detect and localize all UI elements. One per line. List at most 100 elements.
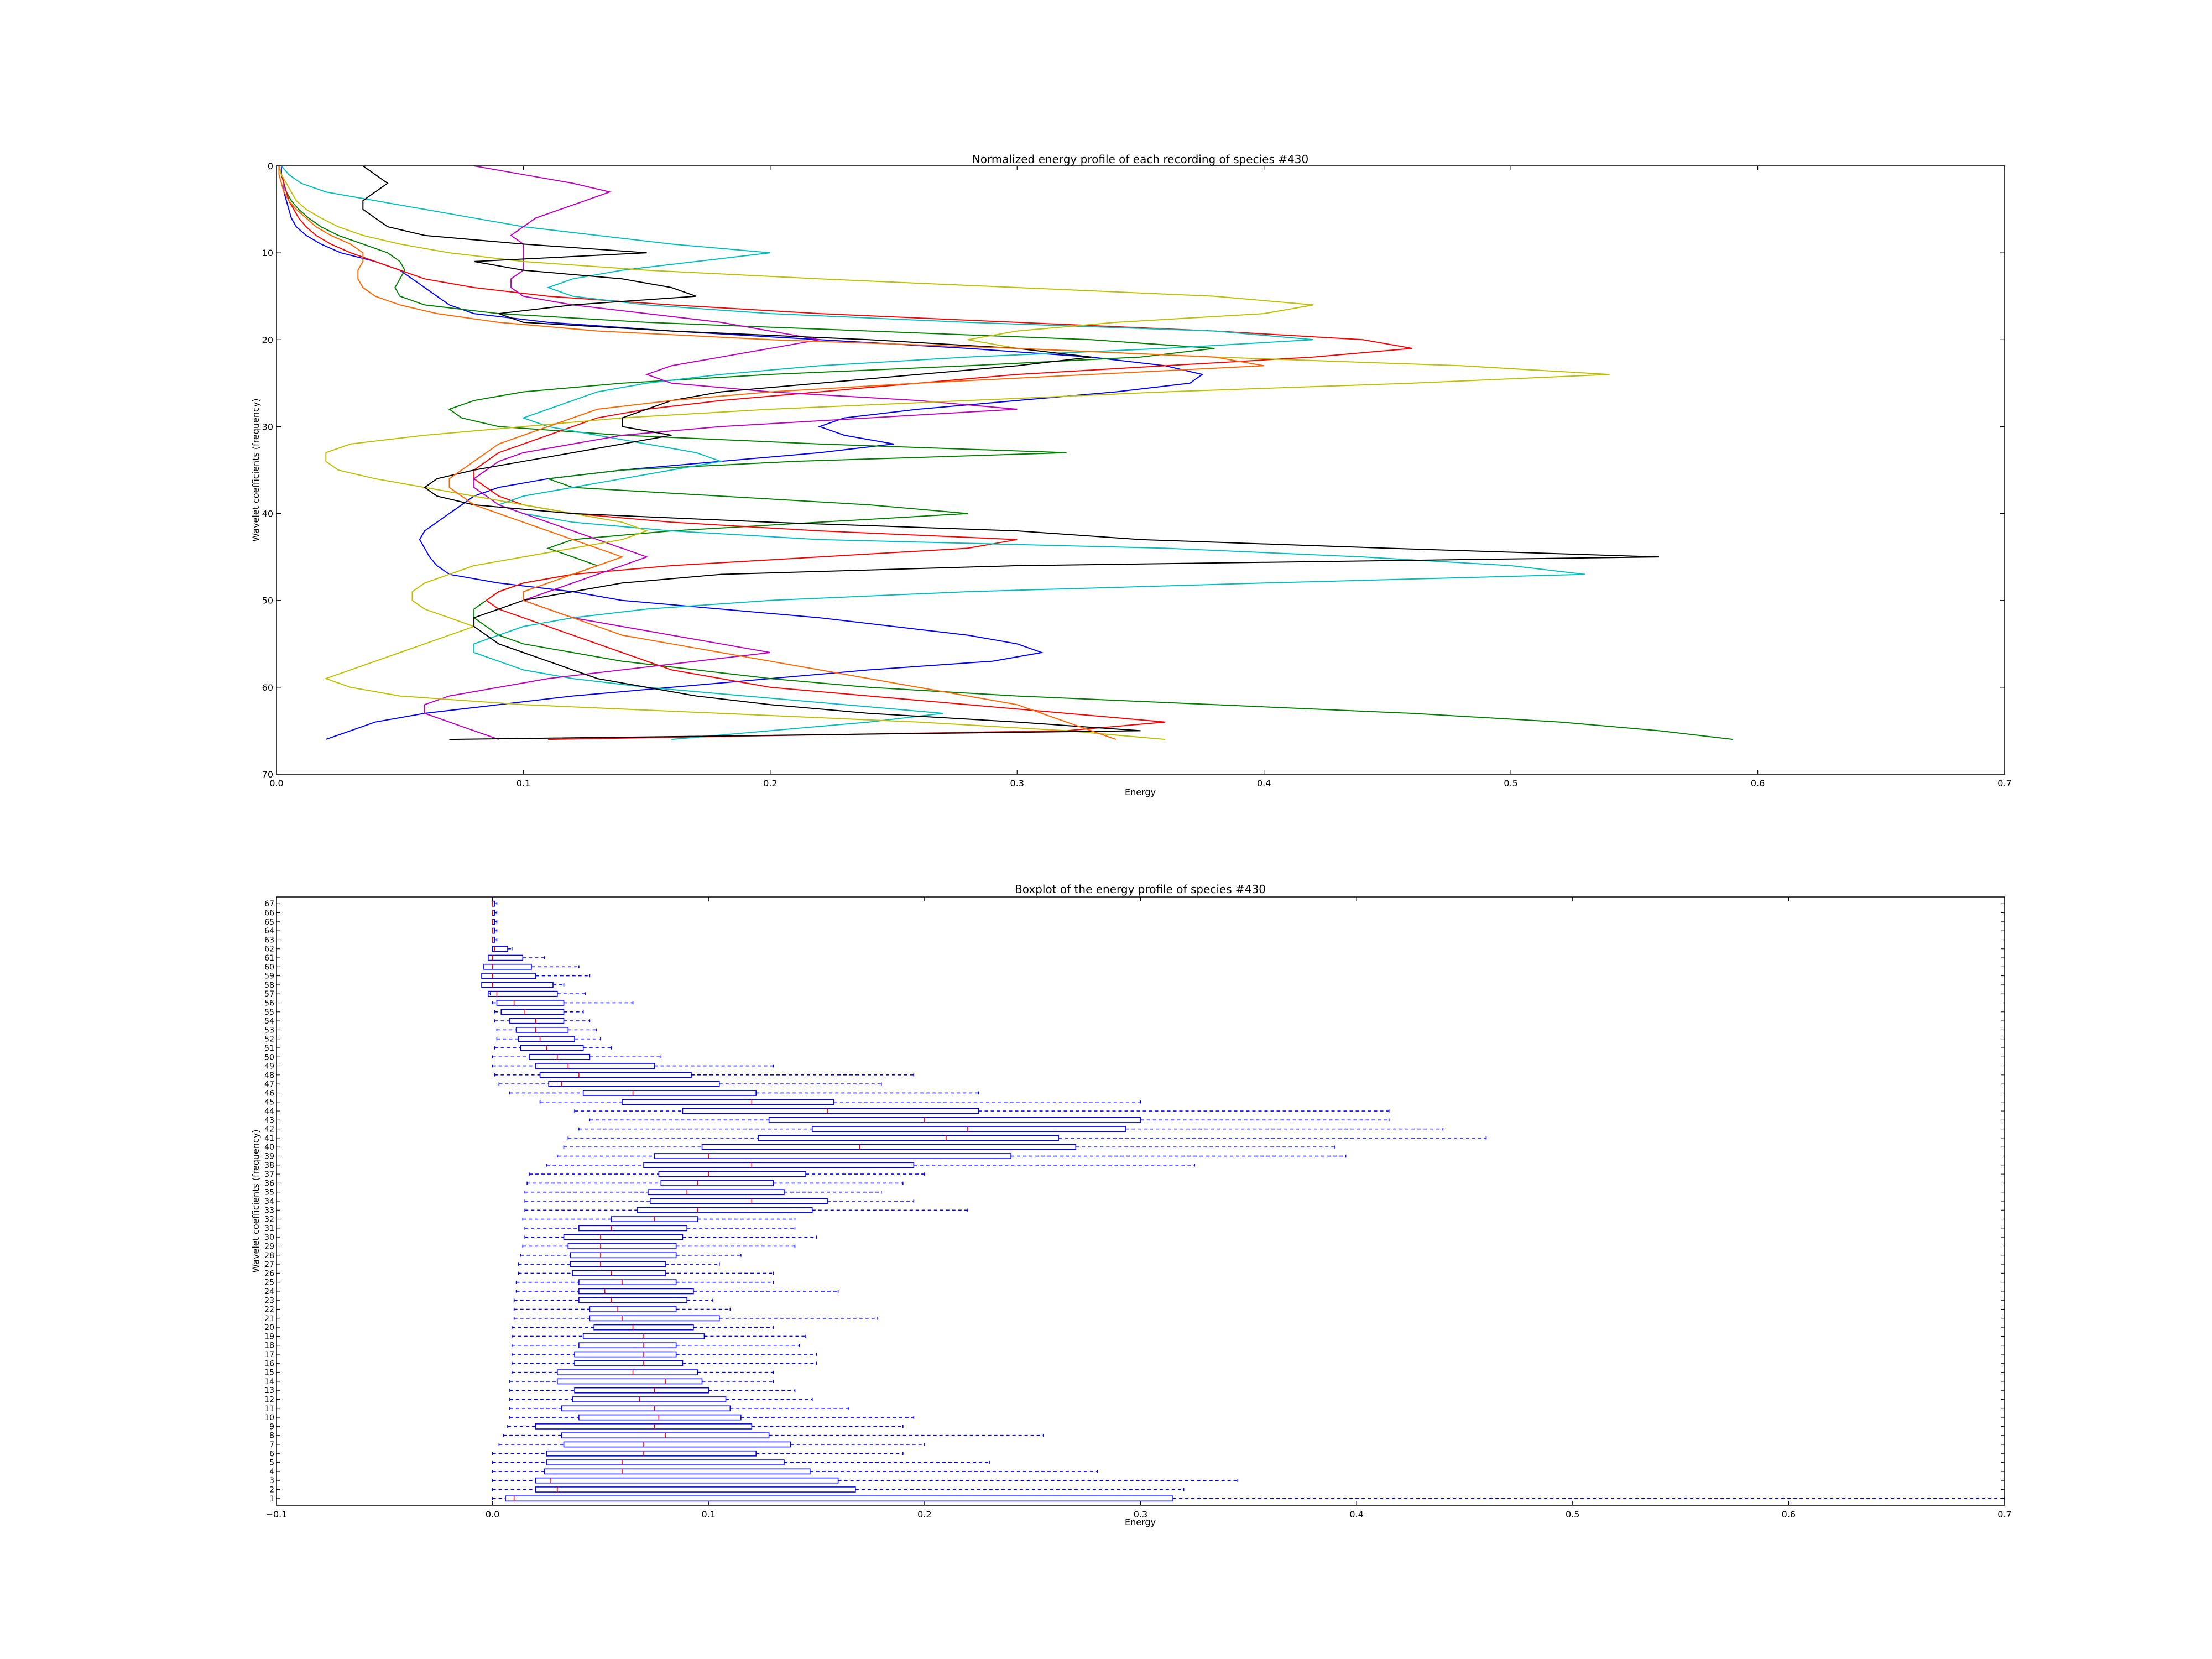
x-tick-label: 0.6: [1751, 778, 1765, 789]
y-tick-label: 30: [262, 421, 273, 432]
y-tick-label: 51: [264, 1044, 274, 1053]
box-60: [483, 963, 580, 970]
box-iqr: [578, 1288, 694, 1295]
x-tick-label: 0.2: [763, 778, 777, 789]
box-iqr: [557, 1369, 698, 1375]
box-64: [492, 927, 498, 934]
box-iqr: [572, 1270, 666, 1276]
y-tick-label: 46: [264, 1089, 274, 1098]
y-tick-label: 4: [269, 1468, 274, 1477]
box-55: [494, 1009, 584, 1015]
y-tick-label: 38: [264, 1161, 274, 1170]
box-iqr: [535, 1063, 655, 1069]
box-7: [498, 1441, 925, 1448]
y-tick-label: 28: [264, 1251, 274, 1260]
box-iqr: [515, 1027, 569, 1033]
chart-title: Normalized energy profile of each record…: [972, 153, 1308, 166]
y-tick-label: 8: [269, 1432, 274, 1441]
y-tick-label: 6: [269, 1449, 274, 1458]
box-iqr: [660, 1180, 774, 1186]
y-axis-label: Wavelet coefficients (frequency): [251, 398, 261, 541]
box-21: [513, 1315, 878, 1322]
box-iqr: [563, 1234, 684, 1240]
y-tick-label: 35: [264, 1188, 274, 1197]
plot-frame: [276, 896, 2005, 1506]
box-iqr: [563, 1441, 791, 1448]
box-iqr: [643, 1162, 915, 1168]
box-8: [503, 1432, 1044, 1439]
x-tick-label: 0.1: [702, 1509, 716, 1520]
y-tick-label: 41: [264, 1134, 274, 1143]
y-tick-label: 17: [264, 1350, 274, 1359]
y-tick-label: 33: [264, 1206, 274, 1215]
box-5: [492, 1459, 990, 1465]
x-tick-label: 0.3: [1134, 1509, 1147, 1520]
x-tick-label: 0.0: [486, 1509, 499, 1520]
y-tick-label: 36: [264, 1179, 274, 1188]
x-tick-label: 0.5: [1504, 778, 1517, 789]
y-tick-label: 24: [264, 1287, 274, 1296]
box-iqr: [529, 1053, 591, 1060]
box-51: [494, 1045, 612, 1051]
y-tick-label: 60: [264, 963, 274, 972]
x-tick-label: 0.4: [1349, 1509, 1363, 1520]
box-iqr: [658, 1171, 806, 1177]
series-lines: [278, 165, 1734, 740]
box-31: [524, 1225, 796, 1232]
y-tick-label: 44: [264, 1107, 274, 1116]
box-iqr: [574, 1360, 684, 1366]
y-tick-label: 42: [264, 1125, 274, 1134]
box-67: [492, 900, 498, 907]
series-line-6: [278, 165, 1610, 740]
y-tick-label: 3: [269, 1477, 274, 1485]
y-tick-label: 59: [264, 972, 274, 981]
box-12: [509, 1396, 813, 1402]
y-tick-label: 34: [264, 1197, 274, 1206]
energy-profile-chart: Normalized energy profile of each record…: [251, 153, 2012, 797]
y-tick-label: 57: [264, 990, 274, 999]
y-tick-label: 70: [262, 769, 273, 780]
box-61: [488, 954, 545, 961]
box-iqr: [535, 1423, 753, 1430]
y-tick-label: 56: [264, 999, 274, 1008]
box-iqr: [546, 1459, 785, 1465]
y-axis-label: Wavelet coefficients (frequency): [251, 1129, 261, 1272]
x-tick-label: 0.1: [517, 778, 530, 789]
series-line-2: [278, 165, 1734, 740]
box-iqr: [572, 1396, 727, 1402]
x-tick-label: 0.7: [1997, 778, 2011, 789]
series-line-7: [362, 165, 1660, 740]
y-tick-label: 65: [264, 918, 274, 927]
y-tick-label: 16: [264, 1359, 274, 1368]
box-iqr: [535, 1486, 856, 1493]
y-tick-label: 9: [269, 1422, 274, 1431]
box-iqr: [593, 1324, 694, 1331]
box-iqr: [483, 963, 532, 970]
energy-boxplot-chart: Boxplot of the energy profile of species…: [251, 883, 2012, 1527]
axis-ticks: 0.0 0.1 0.2 0.3 0.4 0.5 0.6 0.7 0 10 20 30 40 50 60 70: [262, 161, 2012, 789]
box-iqr: [544, 1468, 811, 1475]
y-tick-label: 50: [262, 596, 273, 606]
box-iqr: [578, 1414, 742, 1421]
box-13: [509, 1387, 796, 1394]
y-tick-label: 54: [264, 1017, 274, 1026]
x-tick-label: 0.4: [1257, 778, 1271, 789]
y-tick-label: 53: [264, 1026, 274, 1035]
box-3: [492, 1477, 1239, 1484]
x-axis-label: Energy: [1125, 787, 1156, 797]
box-iqr: [557, 1378, 703, 1385]
y-tick-label: 2: [269, 1485, 274, 1494]
y-tick-label: 37: [264, 1170, 274, 1179]
y-tick-label: 50: [264, 1053, 274, 1062]
box-iqr: [518, 1036, 575, 1042]
box-iqr: [811, 1126, 1126, 1132]
box-1: [492, 1495, 2005, 1502]
y-tick-label: 61: [264, 954, 274, 963]
box-54: [494, 1018, 591, 1024]
box-19: [511, 1333, 806, 1339]
series-line-3: [278, 165, 1412, 740]
box-50: [492, 1053, 662, 1060]
y-tick-label: 7: [269, 1441, 274, 1449]
box-iqr: [488, 990, 558, 997]
box-58: [481, 982, 565, 988]
